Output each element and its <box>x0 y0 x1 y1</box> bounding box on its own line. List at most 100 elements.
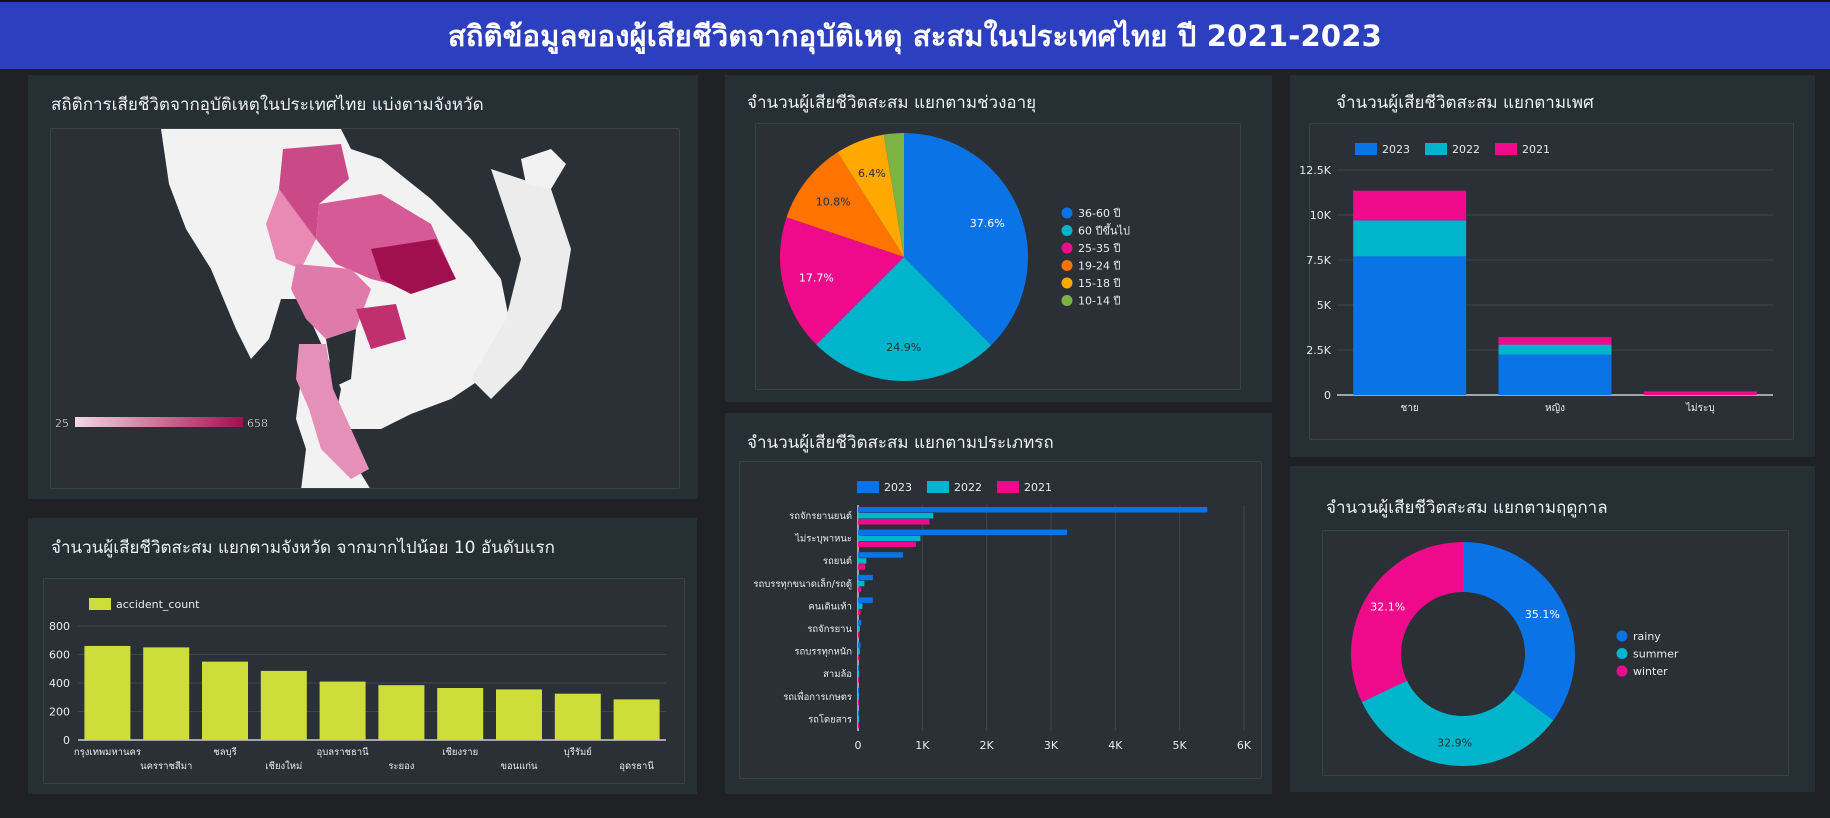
y-tick-label-5: 12.5K <box>1299 164 1331 177</box>
bar-9 <box>613 699 660 740</box>
bar-2022-0 <box>858 513 934 519</box>
bar-4 <box>319 681 366 740</box>
legend-swatch-0 <box>1355 143 1377 155</box>
y-tick-label-6: รถบรรทุกหนัก <box>794 647 852 658</box>
season-panel: จำนวนผู้เสียชีวิตสะสม แยกตามฤดูกาล 35.1%… <box>1290 466 1815 792</box>
y-tick-label-8: รถเพื่อการเกษตร <box>783 690 852 703</box>
vehicle-chart-frame <box>739 461 1262 779</box>
y-tick-label-4: คนเดินเท้า <box>808 601 852 612</box>
legend-swatch-0 <box>89 598 111 610</box>
season-title: จำนวนผู้เสียชีวิตสะสม แยกตามฤดูกาล <box>1326 498 1608 518</box>
legend-label-0: rainy <box>1633 630 1661 643</box>
gulf-water <box>326 329 356 387</box>
gender-title: จำนวนผู้เสียชีวิตสะสม แยกตามเพศ <box>1336 93 1594 113</box>
y-tick-label-2: 5K <box>1317 299 1332 312</box>
bar-2021-4 <box>858 609 861 615</box>
legend-label-1: 2022 <box>954 481 982 494</box>
bar-2021-3 <box>858 586 862 593</box>
x-tick-label-1: 1K <box>915 739 930 752</box>
bar-2021-1 <box>1498 337 1612 345</box>
x-tick-label-3: เชียงใหม่ <box>265 760 302 772</box>
bar-8 <box>554 693 601 740</box>
pie-data-label-2: 17.7% <box>799 271 834 284</box>
legend-label-1: 2022 <box>1452 143 1480 156</box>
bar-3 <box>260 670 307 740</box>
legend-label-3: 19-24 ปี <box>1078 260 1120 273</box>
bar-2022-3 <box>858 580 865 587</box>
pie-slice-3 <box>786 152 904 257</box>
dashboard-title: สถิติข้อมูลของผู้เสียชีวิตจากอุบัติเหตุ … <box>447 18 1383 53</box>
map-panel: สถิติการเสียชีวิตจากอุบัติเหตุในประเทศไท… <box>28 75 698 499</box>
gender-stacked-bar-chart[interactable]: 0 2.5K 5K 7.5K 10K 12.5K ชาย หญิง ไม่ระบุ 2023 202… <box>1290 75 1815 457</box>
legend-dot-2 <box>1061 242 1073 254</box>
bar-2023-0 <box>1353 256 1467 395</box>
x-tick-label-2: ชลบุรี <box>213 746 236 758</box>
season-donut-chart[interactable]: 35.1% rainy 32.9% summer 32.1% winter <box>1290 466 1815 792</box>
legend-swatch-1 <box>1425 143 1447 155</box>
land-region-east <box>471 169 571 399</box>
pie-data-label-2: 32.1% <box>1370 600 1405 613</box>
bar-2022-0 <box>1353 220 1467 257</box>
legend-dot-3 <box>1061 260 1073 271</box>
age-pie-chart[interactable]: 37.6% 36-60 ปี 24.9% 60 ปีขึ้นไป 17.7% 25-35 … <box>725 75 1272 402</box>
pie-data-label-1: 32.9% <box>1437 737 1472 750</box>
legend-label-2: winter <box>1633 665 1668 678</box>
map-frame[interactable]: 25 658 <box>50 128 680 489</box>
vehicle-horizontal-bar-chart[interactable]: 0 1K 2K 3K 4K 5K 6K รถจักรยานยนต์ไม่ระบุพาหนะรถ… <box>725 413 1272 794</box>
legend-dot-5 <box>1061 295 1073 306</box>
bar-2021-0 <box>1353 190 1467 221</box>
pie-slice-2 <box>780 217 904 345</box>
bar-2021-1 <box>858 541 916 548</box>
x-tick-label-3: 3K <box>1044 739 1059 752</box>
x-tick-label-0: กรุงเทพมหานคร <box>74 747 141 758</box>
map-scale-min: 25 <box>55 417 69 430</box>
bar-2023-6 <box>858 642 861 649</box>
bar-2022-1 <box>858 535 921 542</box>
province-title: จำนวนผู้เสียชีวิตสะสม แยกตามจังหวัด จากม… <box>51 538 555 558</box>
legend-swatch-1 <box>927 481 949 493</box>
legend-label-2: 2021 <box>1522 143 1550 156</box>
y-tick-label-2: 400 <box>49 677 70 690</box>
bar-2022-1 <box>1498 344 1612 355</box>
bar-2022-5 <box>858 626 860 632</box>
bar-2023-8 <box>858 687 859 694</box>
gender-panel: จำนวนผู้เสียชีวิตสะสม แยกตามเพศ 0 2.5K 5K 7… <box>1290 75 1815 457</box>
y-tick-label-7: สามล้อ <box>823 669 852 680</box>
x-tick-label-8: บุรีรัมย์ <box>564 746 592 758</box>
thai-central <box>291 264 371 339</box>
y-tick-label-4: 800 <box>49 620 70 633</box>
age-title: จำนวนผู้เสียชีวิตสะสม แยกตามช่วงอายุ <box>747 93 1037 113</box>
pie-slice-0 <box>904 133 1028 346</box>
legend-label-2: 2021 <box>1024 481 1052 494</box>
y-tick-label-1: 200 <box>49 706 70 719</box>
y-tick-label-0: 0 <box>63 734 70 747</box>
y-tick-label-1: ไม่ระบุพาหนะ <box>794 533 852 545</box>
x-tick-label-0: 0 <box>855 739 862 752</box>
bar-2023-5 <box>858 620 862 626</box>
x-tick-label-0: ชาย <box>1401 403 1419 414</box>
y-tick-label-0: รถจักรยานยนต์ <box>789 510 852 522</box>
bar-2021-6 <box>858 654 860 661</box>
y-tick-label-9: รถโดยสาร <box>808 713 852 725</box>
thailand-choropleth-map[interactable]: 25 658 <box>51 129 680 489</box>
legend-dot-1 <box>1061 225 1073 236</box>
bar-2021-7 <box>858 677 859 683</box>
map-scale-max: 658 <box>247 417 268 430</box>
pie-data-label-0: 37.6% <box>970 217 1005 230</box>
bar-2023-0 <box>858 507 1208 513</box>
legend-swatch-2 <box>1495 143 1517 155</box>
x-tick-label-9: อุดรธานี <box>619 760 654 772</box>
bar-2022-8 <box>858 693 859 700</box>
pie-data-label-4: 6.4% <box>858 167 886 180</box>
legend-swatch-0 <box>857 481 879 493</box>
bar-2023-2 <box>858 552 904 558</box>
island-hainan <box>521 149 566 189</box>
x-tick-label-6: เชียงราย <box>442 746 478 758</box>
thai-south <box>296 344 369 479</box>
y-tick-label-0: 0 <box>1324 389 1331 402</box>
legend-label-0: 2023 <box>884 481 912 494</box>
bar-2023-1 <box>858 529 1068 536</box>
legend-label-2: 25-35 ปี <box>1078 242 1120 255</box>
legend-label-0: 36-60 ปี <box>1078 207 1120 220</box>
